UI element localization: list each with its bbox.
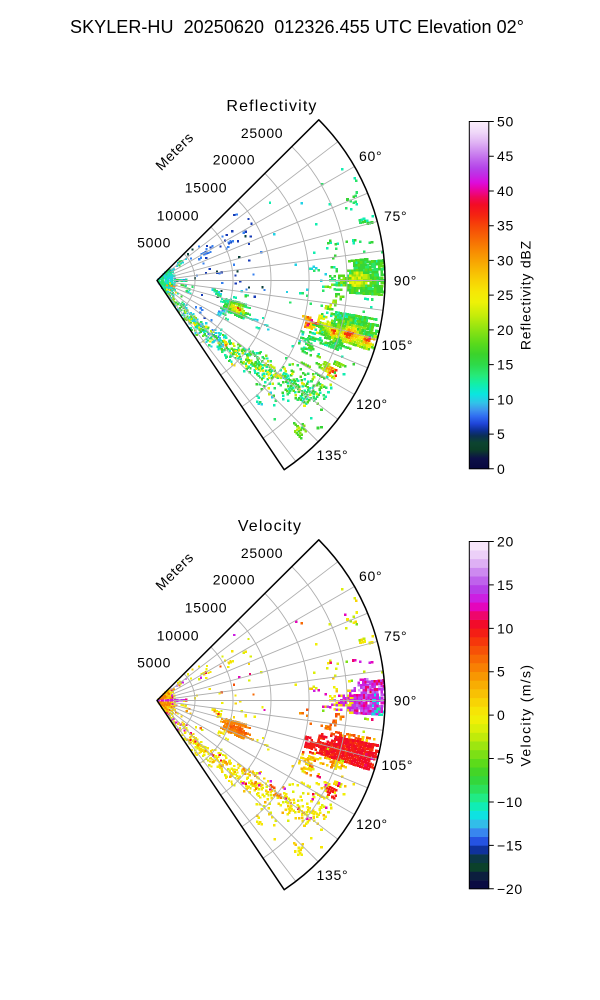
svg-text:5000: 5000 [137, 234, 171, 250]
svg-text:50: 50 [497, 114, 514, 130]
svg-text:90°: 90° [394, 272, 417, 288]
svg-text:25: 25 [497, 287, 514, 303]
svg-text:10: 10 [497, 620, 514, 636]
svg-text:25000: 25000 [241, 545, 283, 561]
svg-text:15000: 15000 [185, 600, 227, 616]
svg-text:30: 30 [497, 252, 514, 268]
svg-text:105°: 105° [381, 337, 413, 353]
svg-text:60°: 60° [359, 148, 382, 164]
svg-text:−20: −20 [497, 881, 523, 897]
svg-text:135°: 135° [317, 867, 349, 883]
svg-text:20000: 20000 [213, 572, 255, 588]
svg-text:120°: 120° [356, 396, 388, 412]
svg-text:−5: −5 [497, 751, 514, 767]
svg-text:SKYLER-HU 20250620 012326.45: SKYLER-HU 20250620 012326.455 UTC Elevat… [70, 17, 524, 37]
svg-text:75°: 75° [384, 208, 407, 224]
svg-text:Velocity: Velocity [238, 518, 302, 535]
svg-text:105°: 105° [381, 757, 413, 773]
svg-text:75°: 75° [384, 628, 407, 644]
svg-text:10000: 10000 [157, 628, 199, 644]
svg-text:Velocity (m/s): Velocity (m/s) [518, 664, 534, 767]
svg-text:10000: 10000 [157, 208, 199, 224]
svg-text:45: 45 [497, 148, 514, 164]
svg-text:−15: −15 [497, 837, 523, 853]
svg-text:40: 40 [497, 183, 514, 199]
svg-text:15: 15 [497, 357, 514, 373]
svg-text:15: 15 [497, 577, 514, 593]
svg-text:20: 20 [497, 534, 514, 550]
svg-text:Reflectivity: Reflectivity [226, 98, 317, 115]
svg-text:25000: 25000 [241, 125, 283, 141]
svg-text:90°: 90° [394, 692, 417, 708]
svg-text:20: 20 [497, 322, 514, 338]
svg-text:Reflectivity dBZ: Reflectivity dBZ [518, 240, 534, 350]
svg-text:−10: −10 [497, 794, 523, 810]
svg-text:120°: 120° [356, 816, 388, 832]
svg-text:35: 35 [497, 218, 514, 234]
svg-text:135°: 135° [317, 447, 349, 463]
svg-text:5: 5 [497, 426, 506, 442]
svg-text:10: 10 [497, 391, 514, 407]
svg-text:5000: 5000 [137, 654, 171, 670]
svg-text:20000: 20000 [213, 152, 255, 168]
svg-text:5: 5 [497, 664, 506, 680]
svg-text:0: 0 [497, 461, 506, 477]
svg-text:15000: 15000 [185, 180, 227, 196]
svg-text:60°: 60° [359, 568, 382, 584]
svg-text:0: 0 [497, 707, 506, 723]
